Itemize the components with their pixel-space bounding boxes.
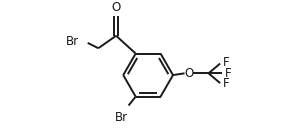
Text: Br: Br xyxy=(115,111,128,124)
Text: F: F xyxy=(223,56,229,69)
Text: F: F xyxy=(223,77,229,91)
Text: O: O xyxy=(184,67,194,80)
Text: Br: Br xyxy=(66,35,79,48)
Text: O: O xyxy=(111,1,121,14)
Text: F: F xyxy=(225,67,231,80)
